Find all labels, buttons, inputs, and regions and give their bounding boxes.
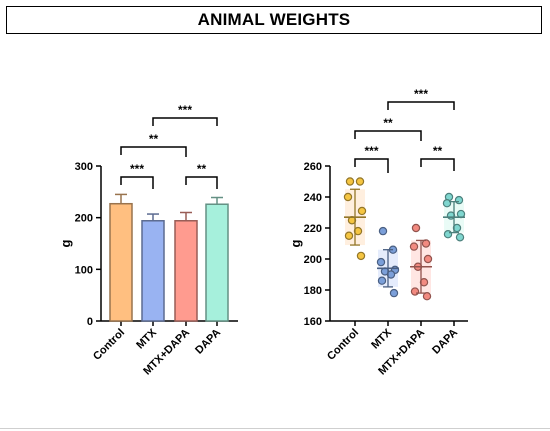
data-point-mtx-dapa: [411, 223, 421, 233]
y-axis-label: g: [288, 239, 303, 247]
significance-bracket: [185, 176, 218, 189]
data-point-dapa: [455, 233, 465, 242]
y-tick-label: 300: [75, 161, 93, 173]
data-point-control: [357, 206, 367, 216]
significance-bracket: [354, 158, 389, 173]
significance-label: **: [197, 162, 207, 176]
x-tick-label-mtx: MTX: [369, 326, 394, 351]
x-tick-label-control: Control: [91, 327, 127, 363]
bar-control: [109, 202, 133, 322]
significance-label: ***: [178, 103, 192, 117]
chart-title-box: ANIMAL WEIGHTS: [6, 6, 542, 34]
significance-label: ***: [130, 162, 144, 176]
data-point-mtx: [376, 257, 386, 267]
data-point-control: [356, 251, 366, 261]
bar-mtx: [141, 220, 165, 322]
x-tick-label-dapa: DAPA: [193, 327, 223, 357]
significance-bracket: [120, 146, 187, 157]
y-tick-label: 160: [304, 316, 322, 328]
page-title: ANIMAL WEIGHTS: [197, 10, 351, 29]
significance-label: **: [383, 116, 393, 130]
data-point-control: [343, 192, 353, 202]
significance-bracket: [354, 130, 422, 141]
significance-label: **: [433, 144, 443, 158]
data-point-mtx-dapa: [422, 292, 432, 301]
x-tick-label-mtx: MTX: [134, 326, 159, 351]
y-tick-label: 180: [304, 285, 322, 297]
significance-bracket: [120, 176, 154, 189]
data-point-mtx-dapa: [409, 242, 419, 251]
y-tick-label: 0: [87, 316, 93, 328]
data-point-dapa: [443, 229, 453, 239]
bar-mtx-dapa: [174, 220, 198, 322]
significance-label: ***: [414, 87, 428, 101]
data-point-control: [345, 177, 355, 186]
data-point-mtx: [377, 276, 387, 285]
bar-dapa: [205, 203, 229, 322]
y-tick-label: 260: [304, 161, 322, 173]
y-tick-label: 200: [75, 213, 93, 225]
data-point-dapa: [454, 195, 464, 205]
divider: [0, 428, 550, 429]
y-tick-label: 200: [304, 254, 322, 266]
y-tick-label: 100: [75, 264, 93, 276]
x-tick-label-dapa: DAPA: [430, 327, 460, 357]
data-point-control: [355, 177, 365, 186]
data-point-control: [344, 231, 354, 240]
significance-label: **: [149, 132, 159, 146]
data-point-mtx: [389, 288, 399, 298]
significance-bracket: [387, 101, 455, 110]
y-tick-label: 220: [304, 223, 322, 235]
x-tick-label-control: Control: [325, 327, 361, 363]
data-point-mtx: [378, 226, 388, 236]
data-point-mtx-dapa: [410, 287, 420, 296]
y-axis-label: g: [58, 239, 73, 247]
significance-bracket: [420, 158, 455, 171]
y-tick-label: 240: [304, 192, 322, 204]
significance-bracket: [152, 117, 218, 126]
data-point-dapa: [442, 198, 452, 208]
data-point-mtx-dapa: [423, 254, 433, 264]
significance-label: ***: [364, 144, 378, 158]
